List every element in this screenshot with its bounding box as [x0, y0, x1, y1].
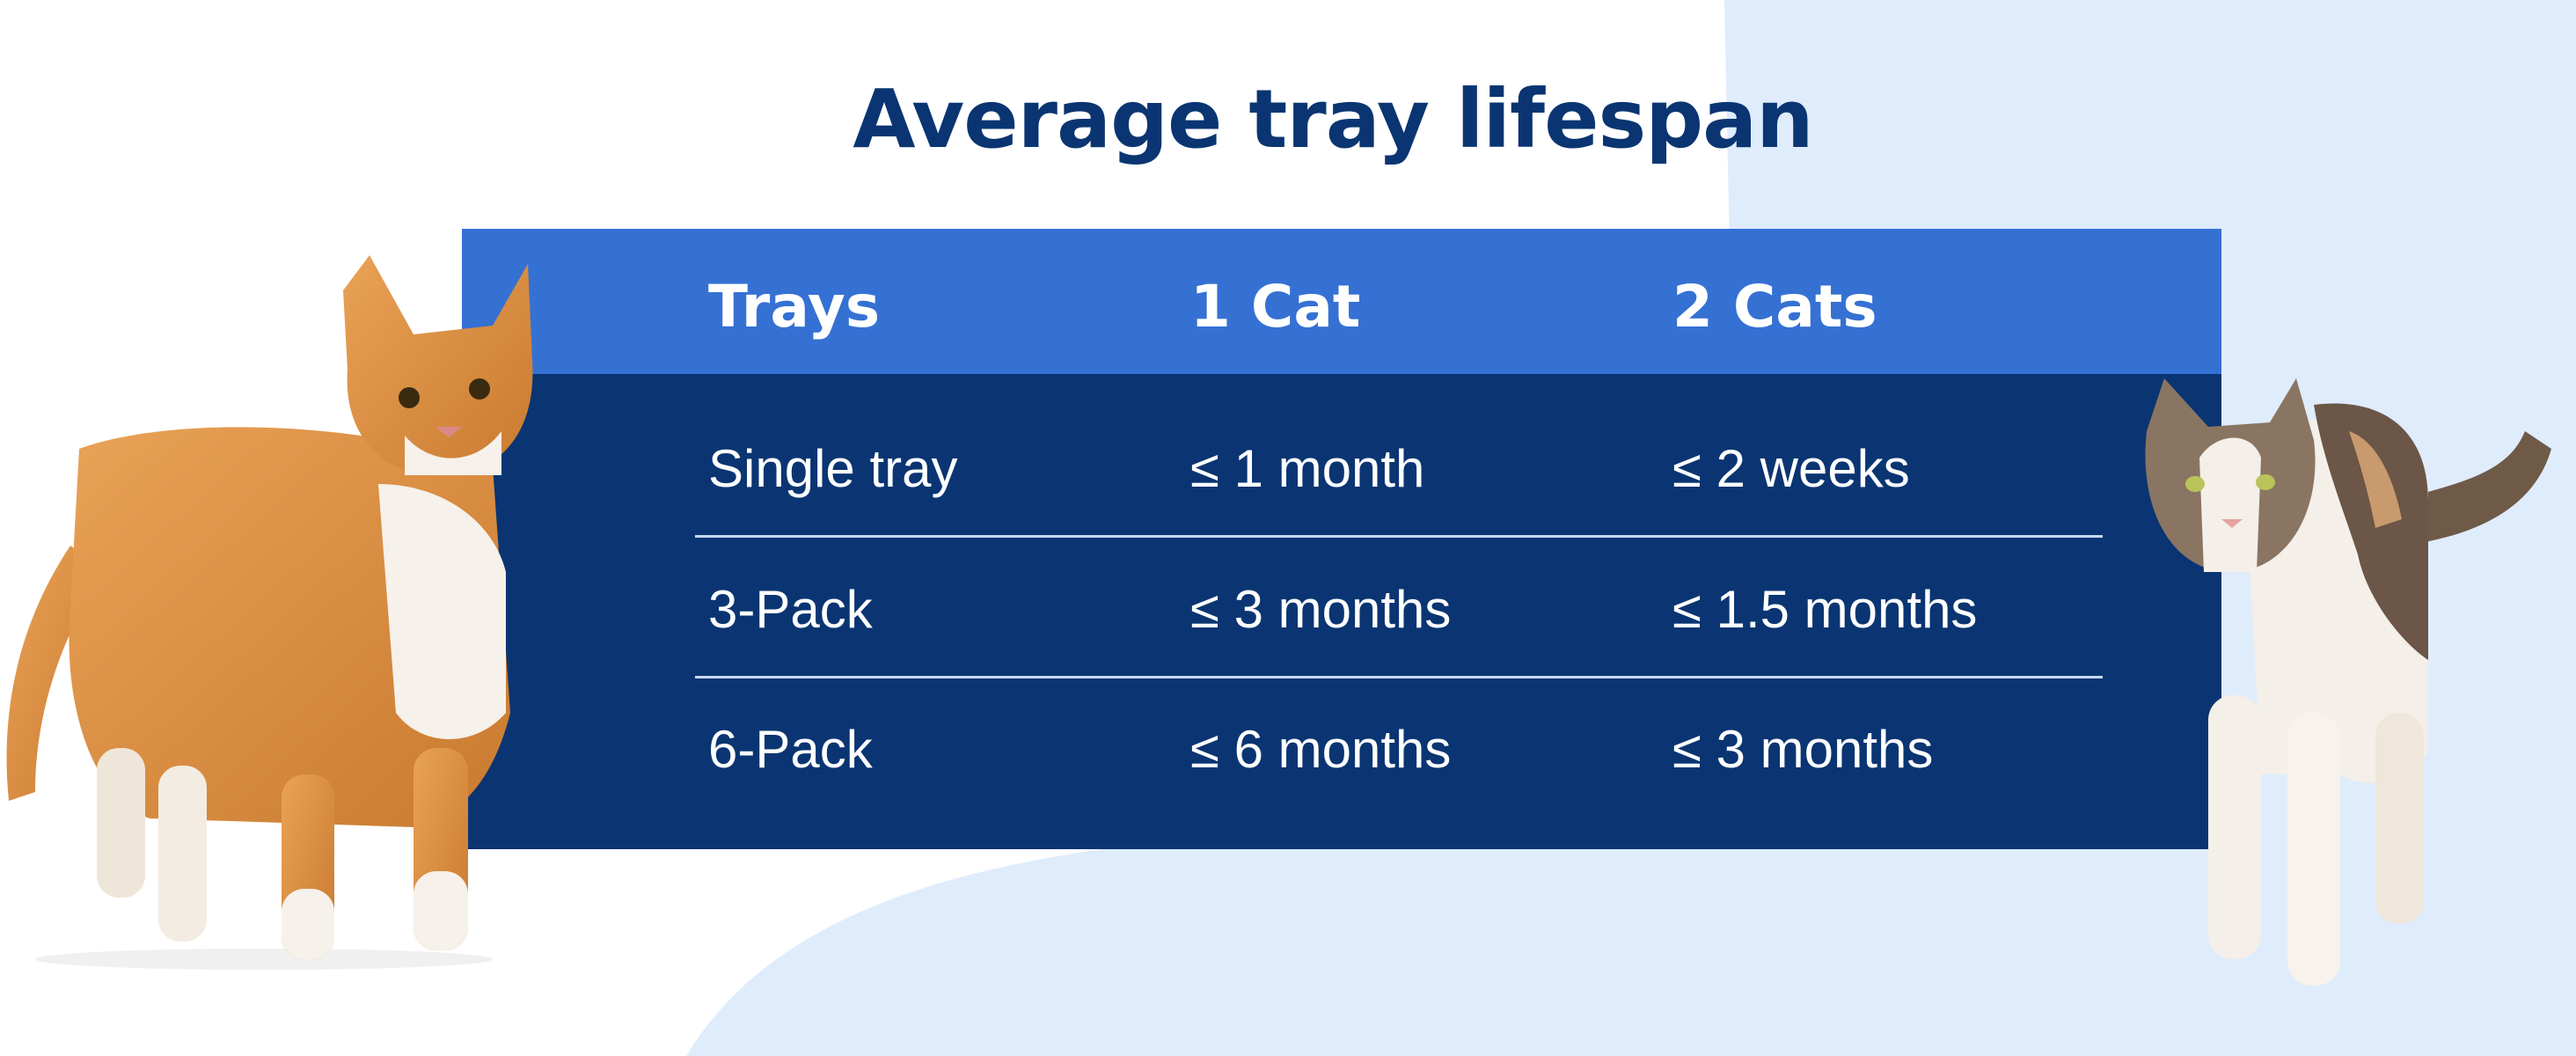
- lifespan-table: Trays 1 Cat 2 Cats Single tray ≤ 1 month…: [462, 229, 2221, 849]
- row-value-1-cat: ≤ 1 month: [1190, 439, 1425, 498]
- row-value-2-cats: ≤ 2 weeks: [1672, 439, 1910, 498]
- row-divider: [695, 676, 2103, 678]
- row-label: Single tray: [708, 439, 958, 498]
- calico-cat-image: [2145, 378, 2551, 986]
- row-label: 6-Pack: [708, 720, 873, 779]
- page-title: Average tray lifespan: [853, 72, 1813, 166]
- row-value-2-cats: ≤ 1.5 months: [1672, 580, 1978, 639]
- orange-cat-image: [6, 255, 533, 970]
- header-2-cats: 2 Cats: [1672, 273, 1877, 341]
- table-header-row: Trays 1 Cat 2 Cats: [462, 229, 2221, 374]
- row-value-1-cat: ≤ 3 months: [1190, 580, 1452, 639]
- row-label: 3-Pack: [708, 580, 873, 639]
- header-1-cat: 1 Cat: [1190, 273, 1361, 341]
- header-trays: Trays: [708, 273, 881, 341]
- row-value-2-cats: ≤ 3 months: [1672, 720, 1934, 779]
- row-divider: [695, 535, 2103, 538]
- row-value-1-cat: ≤ 6 months: [1190, 720, 1452, 779]
